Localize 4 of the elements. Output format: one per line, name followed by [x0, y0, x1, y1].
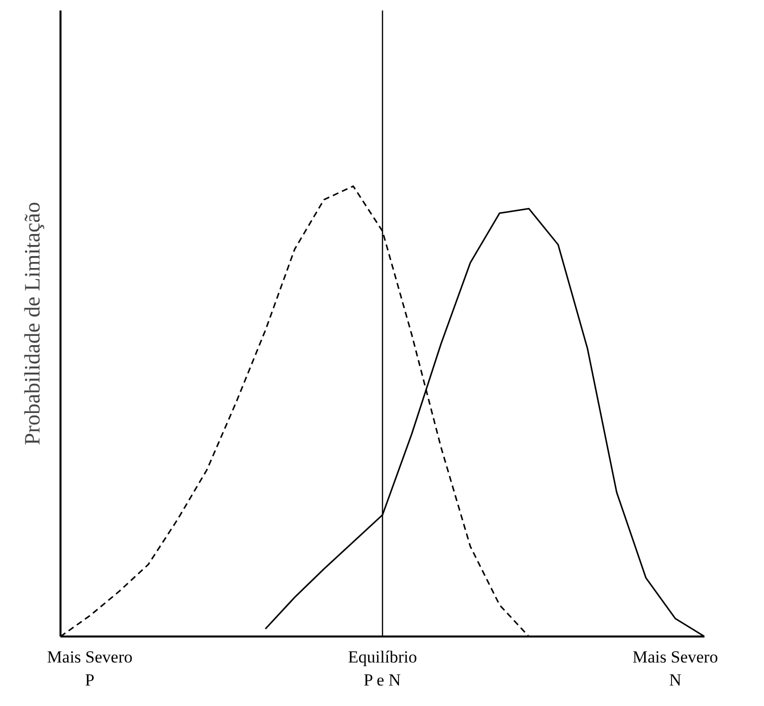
- x-tick-label: Mais Severo P: [47, 648, 133, 690]
- y-axis-title: Probabilidade de Limitação: [20, 202, 44, 446]
- x-tick-label: Mais Severo N: [632, 648, 718, 690]
- x-tick-label: Equilíbrio P e N: [348, 648, 417, 690]
